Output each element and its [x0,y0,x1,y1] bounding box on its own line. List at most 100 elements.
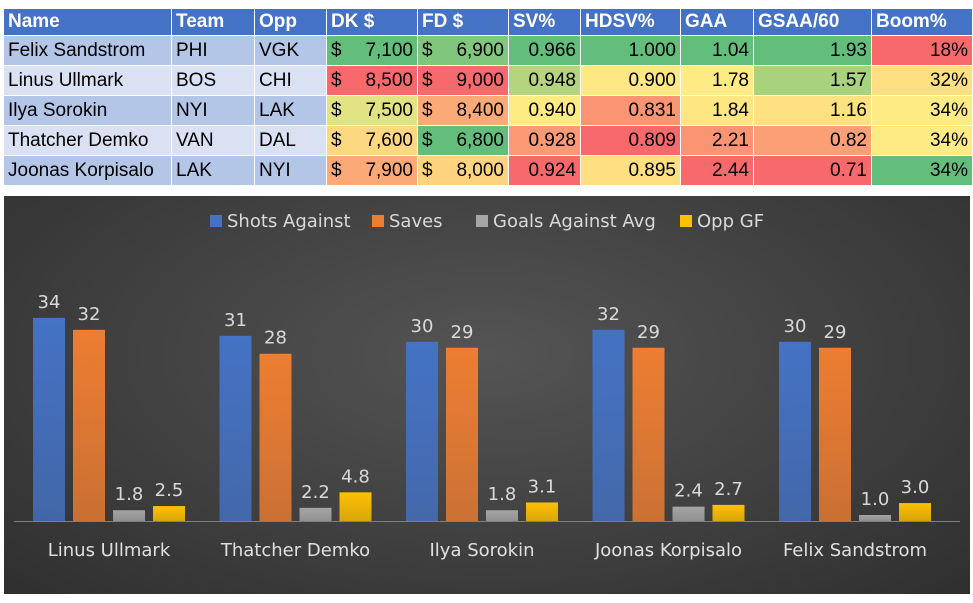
dk-salary-cell: $7,100 [326,35,418,66]
legend-label: Opp GF [697,211,764,232]
data-label: 2.2 [301,482,330,503]
table-row: Thatcher Demko VAN DAL $7,600 $6,800 0.928 0.8… [3,125,973,156]
bar [33,317,65,521]
bar [592,329,625,521]
hdsv-pct-cell: 0.809 [580,125,681,156]
salary-amount: 7,900 [365,159,413,181]
hdsv-pct-cell: 0.900 [580,65,681,96]
data-label: 3.1 [528,476,557,497]
data-label: 4.8 [341,466,370,487]
boom-pct-cell: 18% [871,35,973,66]
category-label: Ilya Sorokin [429,540,534,561]
data-label: 3.0 [901,477,930,498]
data-label: 32 [597,304,620,325]
sv-pct-cell: 0.948 [508,65,581,96]
bar [219,335,252,521]
salary-amount: 9,000 [456,69,504,91]
category-label: Felix Sandstrom [783,540,927,561]
currency-symbol: $ [331,129,342,151]
salary-amount: 8,400 [456,99,504,121]
player-name-cell: Felix Sandstrom [3,35,172,66]
category-label: Joonas Korpisalo [594,540,742,561]
bar [486,510,518,521]
data-label: 29 [824,322,847,343]
gsaa60-cell: 1.93 [753,35,872,66]
dk-salary-cell: $7,500 [326,95,418,126]
fd-salary-cell: $8,000 [417,155,509,186]
boom-pct-cell: 32% [871,65,973,96]
hdsv-pct-cell: 0.831 [580,95,681,126]
currency-symbol: $ [422,39,433,61]
data-label: 31 [224,310,247,331]
category-label: Thatcher Demko [220,540,370,561]
opponent-cell: VGK [254,35,327,66]
currency-symbol: $ [331,69,342,91]
chart-svg: Shots Against Saves Goals Against Avg Opp G… [14,211,960,561]
salary-amount: 7,500 [365,99,413,121]
bar [406,341,438,521]
goalie-bar-chart: Shots Against Saves Goals Against Avg Opp G… [4,196,970,594]
data-label: 29 [637,322,660,343]
currency-symbol: $ [331,99,342,121]
legend-label: Shots Against [227,211,351,232]
dk-salary-cell: $7,600 [326,125,418,156]
currency-symbol: $ [422,69,433,91]
fd-salary-cell: $6,900 [417,35,509,66]
gsaa60-cell: 1.57 [753,65,872,96]
bar [779,341,811,521]
bar [819,347,851,521]
data-label: 32 [78,304,101,325]
data-label: 2.5 [155,480,184,501]
gaa-cell: 1.84 [680,95,754,126]
header-name: Name [3,8,172,36]
bar [73,329,105,521]
bar [113,510,145,521]
bar [299,507,332,521]
salary-amount: 8,000 [456,159,504,181]
currency-symbol: $ [331,39,342,61]
fd-salary-cell: $8,400 [417,95,509,126]
bar [339,492,372,521]
table-header-row: Name Team Opp DK $ FD $ SV% HDSV% GAA GS… [3,8,973,36]
bar [712,504,745,521]
player-name-cell: Ilya Sorokin [3,95,172,126]
boom-pct-cell: 34% [871,95,973,126]
team-cell: PHI [171,35,255,66]
bar [446,347,478,521]
table-row: Felix Sandstrom PHI VGK $7,100 $6,900 0.966 1.… [3,35,973,66]
bar [899,503,931,521]
data-label: 1.0 [861,489,890,510]
header-hdsv-pct: HDSV% [580,8,681,36]
hdsv-pct-cell: 1.000 [580,35,681,66]
sv-pct-cell: 0.966 [508,35,581,66]
team-cell: LAK [171,155,255,186]
category-label: Linus Ullmark [48,540,171,561]
salary-amount: 7,600 [365,129,413,151]
gaa-cell: 2.21 [680,125,754,156]
bar [259,353,292,521]
gaa-cell: 2.44 [680,155,754,186]
player-name-cell: Linus Ullmark [3,65,172,96]
table-row: Ilya Sorokin NYI LAK $7,500 $8,400 0.940 0.831… [3,95,973,126]
team-cell: VAN [171,125,255,156]
gsaa60-cell: 1.16 [753,95,872,126]
gaa-cell: 1.78 [680,65,754,96]
salary-amount: 8,500 [365,69,413,91]
header-gsaa60: GSAA/60 [753,8,872,36]
currency-symbol: $ [422,159,433,181]
dk-salary-cell: $7,900 [326,155,418,186]
bar [632,347,665,521]
bar [153,506,185,521]
sv-pct-cell: 0.928 [508,125,581,156]
legend-swatch [372,215,384,227]
legend-swatch [476,215,488,227]
currency-symbol: $ [422,129,433,151]
player-name-cell: Thatcher Demko [3,125,172,156]
gaa-cell: 1.04 [680,35,754,66]
currency-symbol: $ [422,99,433,121]
gsaa60-cell: 0.71 [753,155,872,186]
table-row: Joonas Korpisalo LAK NYI $7,900 $8,000 0.924 0… [3,155,973,186]
header-sv-pct: SV% [508,8,581,36]
data-label: 1.8 [488,484,517,505]
data-label: 2.7 [714,479,743,500]
